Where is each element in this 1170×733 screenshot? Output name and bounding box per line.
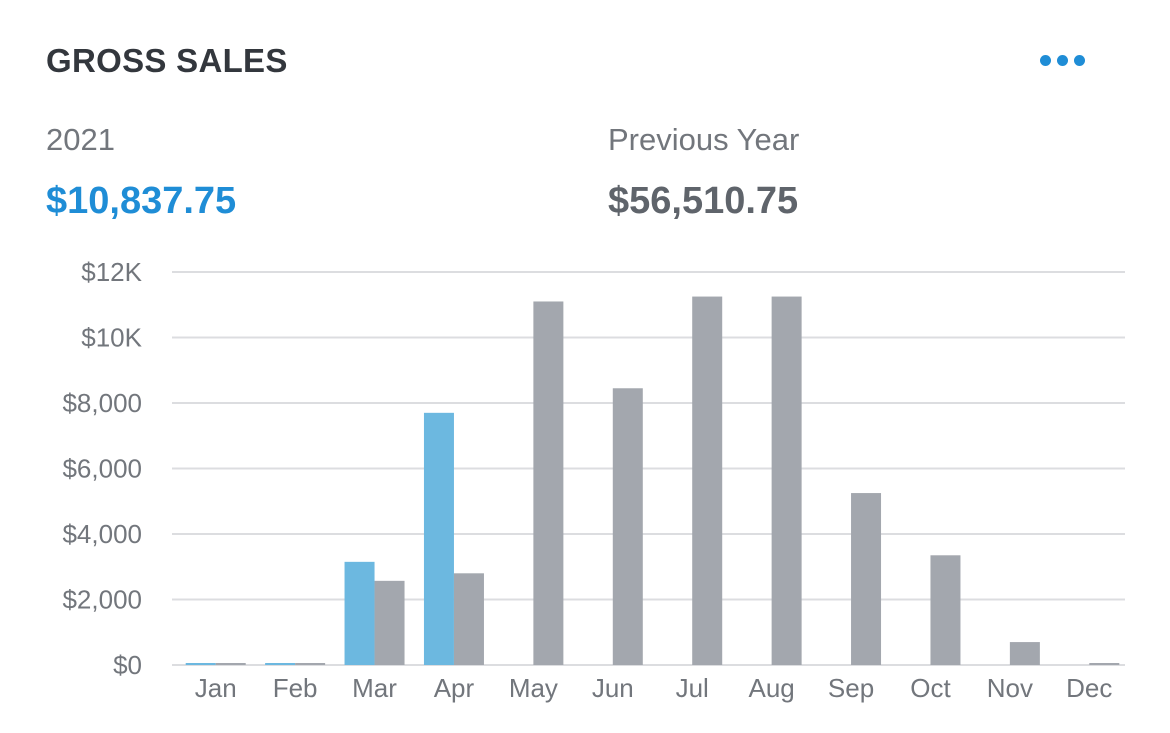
x-tick-label: May <box>509 673 558 703</box>
bar-current-apr <box>423 412 454 665</box>
dot <box>1074 54 1085 66</box>
bar-previous-jun <box>612 388 643 665</box>
x-tick-label: Jul <box>676 673 709 703</box>
bar-previous-oct <box>930 555 961 665</box>
bar-previous-aug <box>771 296 802 665</box>
x-tick-label: Nov <box>987 673 1033 703</box>
x-tick-label: Apr <box>434 673 475 703</box>
bar-previous-mar <box>374 580 405 665</box>
bar-previous-feb <box>295 663 326 665</box>
bar-previous-apr <box>453 573 484 665</box>
y-tick-label: $10K <box>81 323 142 353</box>
y-tick-label: $6,000 <box>62 454 142 484</box>
bar-previous-dec <box>1089 663 1120 665</box>
current-period-label: 2021 <box>46 122 115 157</box>
bar-previous-sep <box>851 493 882 665</box>
bar-current-feb <box>265 663 296 665</box>
x-tick-label: Aug <box>748 673 794 703</box>
bar-current-mar <box>344 561 375 665</box>
y-tick-label: $12K <box>81 257 142 287</box>
y-tick-label: $0 <box>113 650 142 680</box>
bar-previous-jul <box>692 296 723 665</box>
x-tick-label: Feb <box>273 673 318 703</box>
dot <box>1057 54 1068 66</box>
y-tick-label: $4,000 <box>62 519 142 549</box>
current-period-value: $10,837.75 <box>46 180 237 222</box>
x-tick-label: Sep <box>828 673 874 703</box>
more-options-button[interactable] <box>1040 48 1096 72</box>
previous-period-label: Previous Year <box>608 122 800 157</box>
y-tick-label: $2,000 <box>62 585 142 615</box>
bar-current-jan <box>185 663 216 665</box>
x-tick-label: Oct <box>910 673 951 703</box>
more-horizontal-icon <box>1040 54 1051 66</box>
bar-previous-jan <box>215 663 246 665</box>
x-tick-label: Mar <box>352 673 397 703</box>
x-tick-label: Jun <box>592 673 634 703</box>
x-tick-label: Jan <box>195 673 237 703</box>
x-tick-label: Dec <box>1066 673 1112 703</box>
chart-title: GROSS SALES <box>46 42 288 79</box>
bar-previous-may <box>533 301 564 665</box>
bar-previous-nov <box>1009 642 1040 665</box>
y-tick-label: $8,000 <box>62 388 142 418</box>
previous-period-value: $56,510.75 <box>608 180 799 222</box>
